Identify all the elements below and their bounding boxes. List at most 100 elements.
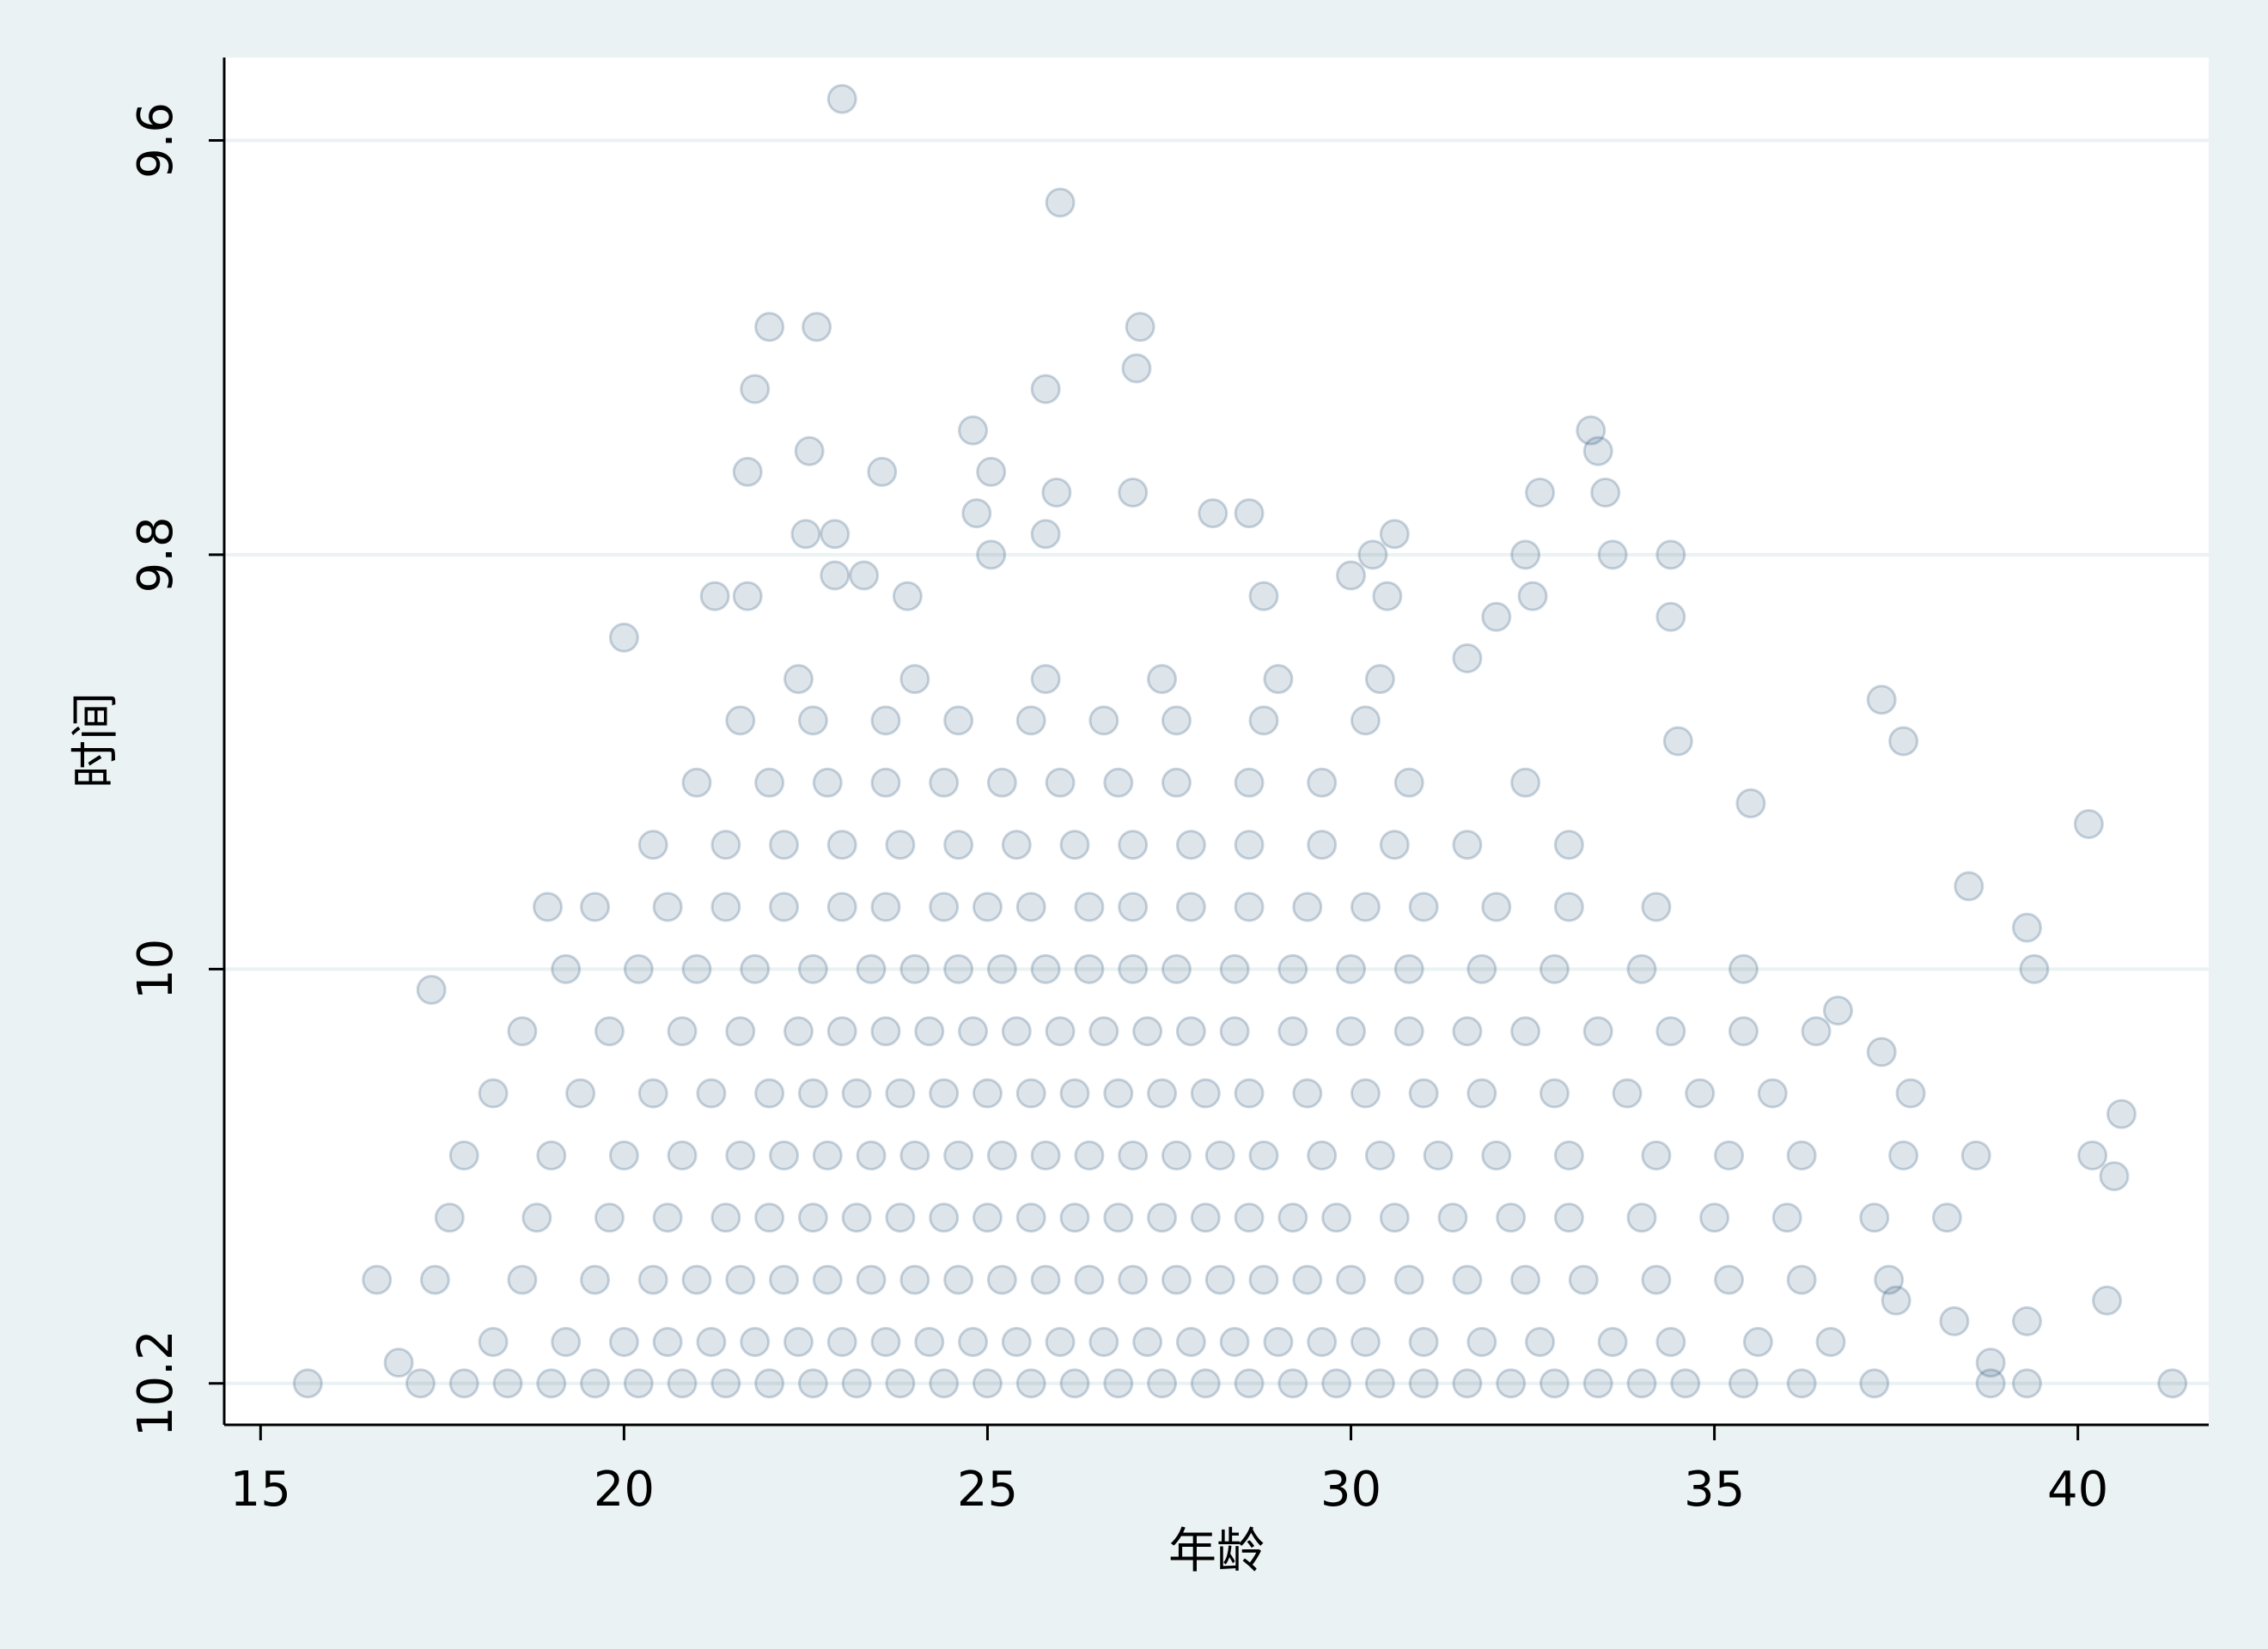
point: [1147, 1202, 1178, 1233]
point: [754, 767, 785, 798]
point: [1336, 1016, 1367, 1047]
point: [1118, 1140, 1149, 1171]
point: [725, 705, 756, 736]
point: [943, 1140, 974, 1171]
point: [1307, 830, 1338, 861]
point: [972, 1202, 1003, 1233]
point: [710, 830, 741, 861]
point: [1626, 1202, 1657, 1233]
point: [434, 1202, 465, 1233]
point: [870, 1327, 901, 1358]
point: [725, 1140, 756, 1171]
point: [521, 1202, 552, 1233]
point: [1466, 1327, 1497, 1358]
point: [972, 891, 1003, 922]
point: [1662, 726, 1693, 757]
point: [1576, 415, 1606, 446]
point: [667, 1016, 698, 1047]
point: [740, 374, 771, 405]
point: [478, 1078, 509, 1109]
point: [1161, 705, 1192, 736]
point: [565, 1078, 596, 1109]
point: [1786, 1140, 1817, 1171]
point: [696, 1078, 727, 1109]
point: [1118, 478, 1149, 508]
point: [507, 1264, 538, 1295]
point: [841, 1368, 872, 1399]
point: [681, 1264, 712, 1295]
y-tick-label: 10: [128, 939, 184, 1000]
point: [1655, 601, 1686, 632]
point: [754, 1202, 785, 1233]
point: [820, 560, 850, 591]
point: [1321, 1202, 1352, 1233]
point: [769, 1140, 800, 1171]
point: [2157, 1368, 2188, 1399]
point: [1597, 1327, 1628, 1358]
point: [652, 891, 683, 922]
y-tick-label: 9.8: [128, 516, 184, 593]
point: [1059, 830, 1090, 861]
point: [594, 1016, 625, 1047]
point: [1336, 953, 1367, 984]
point: [1801, 1016, 1832, 1047]
point: [1866, 1037, 1897, 1068]
point: [826, 830, 857, 861]
point: [929, 891, 960, 922]
point: [699, 581, 730, 612]
point: [769, 891, 800, 922]
point: [754, 1368, 785, 1399]
point: [899, 664, 930, 695]
point: [1190, 1078, 1221, 1109]
point: [958, 415, 989, 446]
point: [1539, 1368, 1570, 1399]
point: [1175, 1016, 1206, 1047]
point: [2019, 953, 2050, 984]
point: [1292, 1078, 1323, 1109]
point: [1735, 788, 1766, 818]
point: [943, 705, 974, 736]
x-tick-label: 40: [2047, 1462, 2108, 1518]
point: [667, 1368, 698, 1399]
point: [1393, 1016, 1424, 1047]
point: [2073, 808, 2104, 839]
point: [1350, 891, 1381, 922]
point: [867, 456, 898, 487]
y-tick-label: 9.6: [128, 102, 184, 179]
point: [1030, 664, 1061, 695]
point: [826, 891, 857, 922]
point: [1553, 891, 1584, 922]
point: [1015, 1078, 1046, 1109]
point: [1015, 1368, 1046, 1399]
point: [1059, 1368, 1090, 1399]
point: [1582, 435, 1613, 466]
point: [1699, 1202, 1730, 1233]
point: [797, 705, 828, 736]
point: [1393, 767, 1424, 798]
point: [1822, 995, 1853, 1026]
point: [1001, 1327, 1032, 1358]
point: [1103, 1368, 1134, 1399]
point: [1307, 1140, 1338, 1171]
point: [1074, 1264, 1105, 1295]
point: [1263, 664, 1294, 695]
point: [1074, 1140, 1105, 1171]
point: [972, 1368, 1003, 1399]
point: [637, 1078, 668, 1109]
point: [1030, 1140, 1061, 1171]
point: [1045, 1016, 1076, 1047]
point: [1234, 498, 1265, 529]
point: [1931, 1202, 1962, 1233]
x-tick-label: 35: [1684, 1462, 1745, 1518]
point: [1408, 1368, 1439, 1399]
point: [1641, 1140, 1672, 1171]
point: [1954, 871, 1984, 902]
point: [1219, 1016, 1250, 1047]
point: [1975, 1368, 2006, 1399]
point: [1030, 519, 1061, 550]
point: [1510, 1264, 1541, 1295]
point: [1088, 1016, 1119, 1047]
point: [885, 1368, 916, 1399]
point: [1685, 1078, 1716, 1109]
point: [1379, 830, 1410, 861]
